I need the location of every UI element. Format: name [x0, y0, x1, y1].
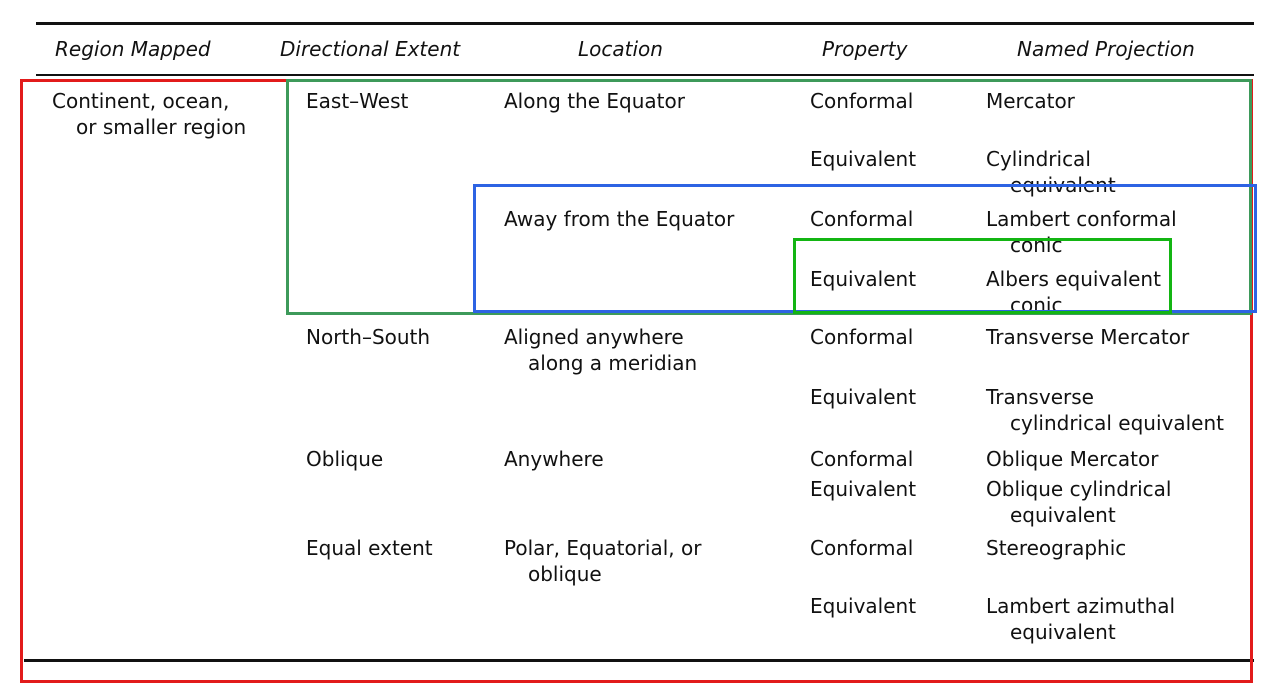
projection-stereographic: Stereographic: [986, 536, 1127, 560]
projection-lae-line-1: Lambert azimuthal: [986, 594, 1176, 618]
location-polar: Polar, Equatorial, or oblique: [504, 535, 701, 587]
location-meridian-line-2: along a meridian: [528, 351, 698, 375]
region-line-2: or smaller region: [76, 115, 247, 139]
property-equivalent-5: Equivalent: [810, 594, 917, 618]
location-anywhere: Anywhere: [504, 447, 604, 471]
location-polar-line-2: oblique: [528, 562, 602, 586]
bottom-rule: [24, 659, 1254, 662]
location-meridian-line-1: Aligned anywhere: [504, 325, 684, 349]
extent-east-west: East–West: [306, 89, 409, 113]
property-conformal-4: Conformal: [810, 447, 914, 471]
region-line-1: Continent, ocean,: [52, 89, 230, 113]
property-equivalent-2: Equivalent: [810, 267, 917, 291]
projection-tce-line-1: Transverse: [986, 385, 1094, 409]
projection-transverse-cylindrical-equivalent: Transverse cylindrical equivalent: [986, 384, 1224, 436]
header-property: Property: [822, 37, 908, 61]
top-rule: [36, 22, 1254, 25]
location-meridian: Aligned anywhere along a meridian: [504, 324, 697, 376]
projection-tce-line-2: cylindrical equivalent: [1010, 411, 1224, 435]
highlight-box-lime: [793, 238, 1172, 314]
location-along-equator: Along the Equator: [504, 89, 685, 113]
extent-north-south: North–South: [306, 325, 431, 349]
header-directional-extent: Directional Extent: [280, 37, 461, 61]
highlight-box-green: [286, 79, 1252, 315]
header-location: Location: [578, 37, 663, 61]
projection-lambert-conformal-conic: Lambert conformal conic: [986, 206, 1177, 258]
projection-albers-line-1: Albers equivalent: [986, 267, 1161, 291]
header-rule: [36, 74, 1254, 76]
projection-mercator: Mercator: [986, 89, 1075, 113]
projection-transverse-mercator: Transverse Mercator: [986, 325, 1190, 349]
property-equivalent-4: Equivalent: [810, 477, 917, 501]
projection-lambert-azimuthal-equivalent: Lambert azimuthal equivalent: [986, 593, 1175, 645]
projection-oblique-cylindrical-equivalent: Oblique cylindrical equivalent: [986, 476, 1172, 528]
header-region-mapped: Region Mapped: [55, 37, 211, 61]
extent-equal: Equal extent: [306, 536, 433, 560]
projection-oblique-mercator: Oblique Mercator: [986, 447, 1159, 471]
region-mapped-cell: Continent, ocean, or smaller region: [52, 88, 246, 140]
header-named-projection: Named Projection: [1017, 37, 1195, 61]
property-conformal-5: Conformal: [810, 536, 914, 560]
property-equivalent-3: Equivalent: [810, 385, 917, 409]
projection-lae-line-2: equivalent: [1010, 620, 1116, 644]
property-equivalent-1: Equivalent: [810, 147, 917, 171]
property-conformal-1: Conformal: [810, 89, 914, 113]
property-conformal-2: Conformal: [810, 207, 914, 231]
projection-lambert-conformal-conic-line-1: Lambert conformal: [986, 207, 1177, 231]
property-conformal-3: Conformal: [810, 325, 914, 349]
location-away-from-equator: Away from the Equator: [504, 207, 735, 231]
projection-lambert-conformal-conic-line-2: conic: [1010, 233, 1063, 257]
projection-oce-line-1: Oblique cylindrical: [986, 477, 1172, 501]
extent-oblique: Oblique: [306, 447, 384, 471]
location-polar-line-1: Polar, Equatorial, or: [504, 536, 702, 560]
projection-cylindrical-equivalent-line-1: Cylindrical: [986, 147, 1091, 171]
projection-oce-line-2: equivalent: [1010, 503, 1116, 527]
